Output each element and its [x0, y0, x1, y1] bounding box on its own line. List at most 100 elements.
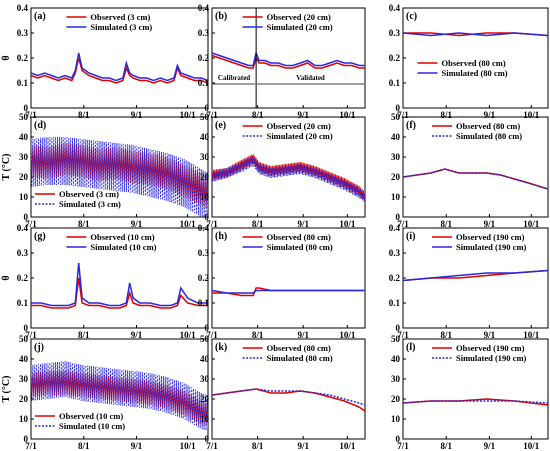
legend-entry: Simulated (80 cm)	[456, 131, 522, 141]
y-tick-label: 30	[391, 374, 401, 384]
x-tick-label: 10/1	[180, 110, 197, 120]
y-tick-label: 0	[205, 103, 210, 113]
simulated-series-line	[212, 50, 365, 67]
panel-label: (k)	[215, 342, 227, 353]
x-tick-label: 8/1	[252, 219, 264, 229]
x-tick-label: 9/1	[131, 441, 143, 451]
x-tick-label: 9/1	[131, 330, 143, 340]
simulated-series-line	[31, 262, 208, 307]
y-tick-label: 50	[391, 112, 401, 122]
legend-entry: Observed (80 cm)	[456, 121, 520, 131]
x-tick-label: 8/1	[440, 110, 452, 120]
panel-label: (l)	[406, 342, 415, 353]
legend: Observed (80 cm)Simulated (80 cm)	[242, 232, 333, 252]
y-tick-label: 0.1	[389, 298, 401, 308]
y-tick-label: 30	[19, 374, 29, 384]
y-tick-label: 0	[396, 434, 401, 444]
x-tick-label: 10/1	[180, 441, 197, 451]
x-tick-label: 7/1	[25, 330, 37, 340]
y-tick-label: 10	[391, 414, 401, 424]
legend: Observed (20 cm)Simulated (20 cm)	[242, 12, 333, 32]
y-tick-label: 0.3	[198, 28, 210, 38]
x-tick-label: 10/1	[180, 330, 197, 340]
y-tick-label: 50	[19, 112, 29, 122]
panel-i: 0 0.1 0.2 0.3 0.4 7/1 8/1 9/1 10/1 (i) Observed (1…	[389, 223, 549, 340]
legend-entry: Simulated (20 cm)	[267, 22, 333, 32]
x-tick-label: 8/1	[440, 330, 452, 340]
y-tick-label: 10	[391, 192, 401, 202]
y-tick-label: 0	[205, 212, 210, 222]
plot-frame	[211, 338, 366, 440]
x-tick-label: 7/1	[206, 219, 218, 229]
y-tick-label: 10	[19, 192, 29, 202]
x-tick-label: 9/1	[484, 441, 496, 451]
y-axis-label: T (°C)	[1, 376, 12, 403]
legend-entry: Observed (20 cm)	[267, 12, 331, 22]
panel-j: 0 10 20 30 40 50 7/1 8/1 9/1 10/1 T (°C) (j) Observe…	[1, 334, 209, 451]
y-tick-label: 0.4	[17, 3, 29, 13]
x-tick-label: 8/1	[78, 110, 90, 120]
y-tick-label: 0.2	[198, 273, 210, 283]
panel-label: (e)	[215, 120, 226, 131]
observed-series-line	[31, 277, 208, 309]
y-tick-label: 50	[391, 334, 401, 344]
x-tick-label: 7/1	[206, 441, 218, 451]
simulated-series-line	[31, 136, 208, 217]
legend-entry: Simulated (190 cm)	[456, 242, 527, 252]
simulated-series-line	[403, 32, 548, 37]
legend: Observed (190 cm)Simulated (190 cm)	[432, 343, 527, 363]
legend-entry: Observed (80 cm)	[442, 58, 506, 68]
y-tick-label: 0	[24, 212, 29, 222]
panel-label: (i)	[406, 231, 415, 242]
x-tick-label: 7/1	[397, 110, 409, 120]
y-tick-label: 0.3	[17, 28, 29, 38]
y-tick-label: 0.2	[389, 273, 401, 283]
simulated-series-line	[212, 155, 365, 202]
x-tick-label: 8/1	[440, 219, 452, 229]
legend-entry: Observed (20 cm)	[267, 121, 331, 131]
panel-k: 0 10 20 30 40 50 7/1 8/1 9/1 10/1 (k) Observed (80 …	[200, 334, 366, 451]
observed-series-line	[212, 287, 365, 297]
panel-label: (j)	[34, 342, 44, 353]
y-tick-label: 10	[200, 192, 210, 202]
x-tick-label: 9/1	[297, 441, 309, 451]
y-tick-label: 40	[19, 132, 29, 142]
legend: Observed (80 cm)Simulated (80 cm)	[242, 343, 333, 363]
y-tick-label: 0.2	[198, 53, 210, 63]
y-tick-label: 0.1	[198, 298, 210, 308]
panel-b: 0 0.1 0.2 0.3 0.4 7/1 8/1 9/1 10/1 (b) Calibrated V…	[198, 3, 366, 120]
legend-entry: Observed (190 cm)	[456, 343, 525, 353]
y-tick-label: 0.1	[17, 78, 29, 88]
simulated-series-line	[212, 289, 365, 294]
panel-label: (h)	[215, 231, 227, 242]
plot-frame	[402, 338, 549, 440]
panel-label: (a)	[34, 11, 46, 22]
legend-entry: Simulated (20 cm)	[267, 131, 333, 141]
x-tick-label: 7/1	[25, 441, 37, 451]
panel-c: 0 0.1 0.2 0.3 0.4 7/1 8/1 9/1 10/1 (c) Observed (8…	[389, 3, 549, 120]
legend-entry: Simulated (10 cm)	[90, 242, 156, 252]
legend-entry: Simulated (3 cm)	[90, 22, 152, 32]
legend: Observed (80 cm)Simulated (80 cm)	[432, 121, 522, 141]
observed-series-line	[212, 54, 365, 69]
y-axis-label: T (°C)	[1, 154, 12, 181]
x-tick-label: 8/1	[252, 441, 264, 451]
x-tick-label: 10/1	[180, 219, 197, 229]
y-tick-label: 30	[391, 152, 401, 162]
y-tick-label: 0	[205, 434, 210, 444]
simulated-series-line	[403, 400, 548, 404]
y-tick-label: 0.4	[198, 223, 210, 233]
y-tick-label: 10	[19, 414, 29, 424]
legend-entry: Observed (10 cm)	[90, 232, 154, 242]
y-tick-label: 0.4	[389, 3, 401, 13]
x-tick-label: 8/1	[252, 330, 264, 340]
x-tick-label: 10/1	[339, 110, 356, 120]
observed-series-line	[212, 153, 365, 202]
x-tick-label: 10/1	[523, 330, 540, 340]
panel-l: 0 10 20 30 40 50 7/1 8/1 9/1 10/1 (l) Observed (190…	[391, 334, 549, 451]
y-tick-label: 0.4	[389, 223, 401, 233]
x-tick-label: 9/1	[297, 219, 309, 229]
y-tick-label: 30	[200, 152, 210, 162]
